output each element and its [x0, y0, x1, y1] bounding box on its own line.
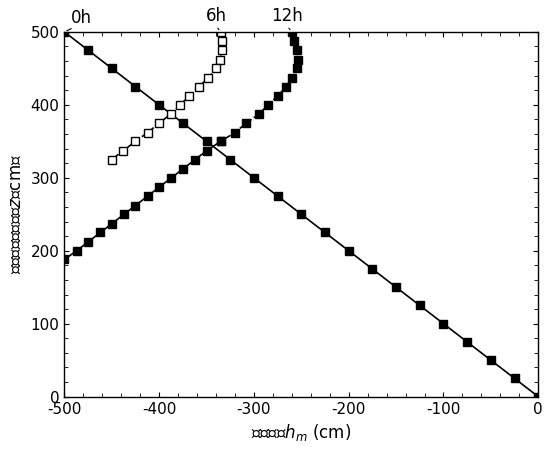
- Y-axis label: 地下水位以上距离$z$（cm）: 地下水位以上距离$z$（cm）: [7, 154, 25, 274]
- Text: 0h: 0h: [71, 9, 92, 27]
- X-axis label: 基质吸力$h_m$ (cm): 基质吸力$h_m$ (cm): [251, 422, 351, 443]
- Text: 6h: 6h: [206, 7, 227, 25]
- Text: 12h: 12h: [271, 7, 303, 25]
